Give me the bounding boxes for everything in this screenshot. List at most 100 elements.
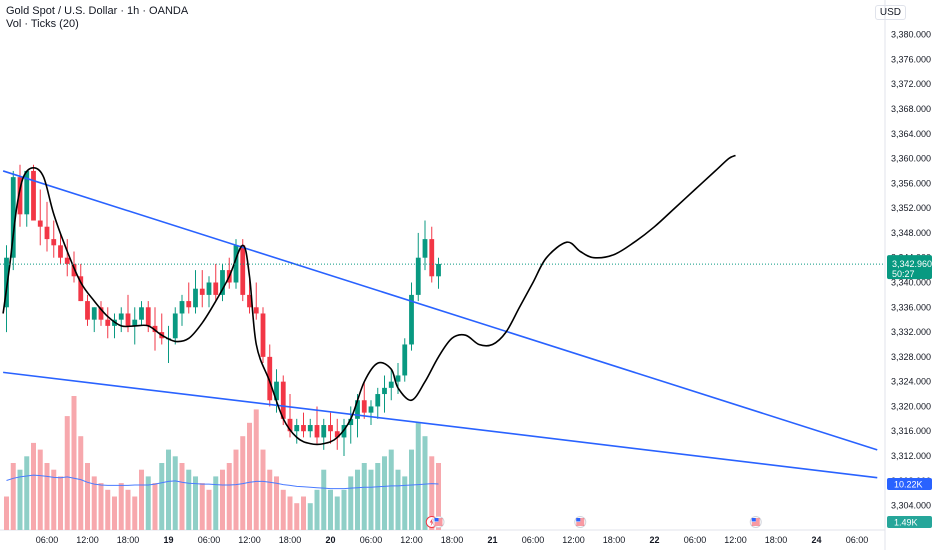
candle-body xyxy=(44,226,50,240)
volume-bar xyxy=(24,456,30,530)
volume-bar xyxy=(159,463,165,530)
time-axis[interactable]: 06:00 12:00 18:00 19 06:00 12:00 18:00 20 06:00 1… xyxy=(36,535,869,545)
volume-bar xyxy=(139,469,144,530)
price-tick-label: 3,320.000 xyxy=(891,401,931,411)
volume-bar xyxy=(348,476,354,530)
volume-ma-series xyxy=(6,474,439,490)
volume-bar xyxy=(98,483,104,530)
time-tick-label: 19 xyxy=(163,535,173,545)
event-markers[interactable] xyxy=(425,516,762,528)
bar-countdown-text: 50:27 xyxy=(892,269,915,279)
us-flag-stripe xyxy=(576,524,585,526)
candle-body xyxy=(314,425,320,438)
time-tick-label: 06:00 xyxy=(198,535,221,545)
price-tick-label: 3,372.000 xyxy=(891,79,931,89)
volume-bar xyxy=(145,476,151,530)
candle-body xyxy=(78,276,84,302)
volume-bars xyxy=(4,396,441,530)
volume-bar xyxy=(429,456,435,530)
time-tick-label: 22 xyxy=(649,535,659,545)
volume-bar xyxy=(10,463,16,530)
volume-bar xyxy=(321,469,327,530)
candle-body xyxy=(294,425,300,432)
candle-body xyxy=(395,375,401,382)
time-tick-label: 06:00 xyxy=(684,535,707,545)
us-flag-icon[interactable] xyxy=(432,516,445,528)
candle-body xyxy=(152,325,158,333)
candle-body xyxy=(206,282,212,295)
candle-body xyxy=(125,313,131,326)
volume-bar xyxy=(388,449,394,530)
volume-bar xyxy=(44,463,50,530)
candle-body xyxy=(328,425,333,432)
candle-body xyxy=(179,301,185,314)
candle-body xyxy=(280,381,286,419)
symbol-title[interactable]: Gold Spot / U.S. Dollar · 1h · OANDA xyxy=(6,5,189,17)
time-tick-label: 12:00 xyxy=(724,535,747,545)
volume-bar xyxy=(328,489,333,530)
us-flag-icon[interactable] xyxy=(574,516,587,528)
candle-body xyxy=(274,381,279,401)
volume-bar xyxy=(186,469,192,530)
volume-bar xyxy=(179,463,185,530)
price-tick-label: 3,332.000 xyxy=(891,327,931,337)
projected-path[interactable] xyxy=(2,154,736,446)
volume-bar xyxy=(415,422,421,530)
candle-body xyxy=(4,257,9,308)
volume-bar xyxy=(233,449,239,530)
candle-body xyxy=(51,239,57,246)
grid-lines xyxy=(0,0,886,550)
volume-bar xyxy=(368,469,374,530)
volume-bar xyxy=(409,449,414,530)
volume-text: 1.49K xyxy=(894,518,918,528)
volume-bar xyxy=(280,489,286,530)
candle-body xyxy=(375,394,381,407)
lightning-bolt xyxy=(429,518,434,526)
time-tick-label: 12:00 xyxy=(400,535,423,545)
candle-body xyxy=(355,400,360,419)
volume-bar xyxy=(206,489,212,530)
price-tick-label: 3,304.000 xyxy=(891,501,931,511)
time-tick-label: 06:00 xyxy=(522,535,545,545)
volume-bar xyxy=(152,483,158,530)
price-tick-label: 3,380.000 xyxy=(891,30,931,40)
volume-bar xyxy=(382,456,387,530)
candle-body xyxy=(301,425,306,432)
time-tick-label: 12:00 xyxy=(238,535,261,545)
volume-bar xyxy=(436,463,441,530)
us-flag-canton xyxy=(751,518,756,522)
us-flag-canton xyxy=(576,518,581,522)
price-tick-label: 3,328.000 xyxy=(891,352,931,362)
volume-bar xyxy=(307,503,313,530)
us-flag-stripe xyxy=(751,524,760,526)
candle-body xyxy=(307,425,313,432)
volume-indicator-label[interactable]: Vol · Ticks (20) xyxy=(6,18,79,30)
trendline xyxy=(3,371,878,479)
volume-bar xyxy=(64,416,70,530)
candle-body xyxy=(436,263,441,277)
candle-body xyxy=(247,294,252,308)
us-flag-icon[interactable] xyxy=(749,516,762,528)
volume-bar xyxy=(267,469,273,530)
price-tick-label: 3,352.000 xyxy=(891,203,931,213)
candle-body xyxy=(429,239,435,277)
volume-bar xyxy=(31,442,36,530)
candle-body xyxy=(85,301,90,320)
time-tick-label: 06:00 xyxy=(360,535,383,545)
volume-bar xyxy=(355,469,360,530)
volume-bar xyxy=(287,496,293,530)
current-price-text: 3,342.960 xyxy=(892,259,932,269)
volume-badge xyxy=(887,516,932,528)
currency-button[interactable]: USD xyxy=(874,5,906,20)
drawn-path-line xyxy=(2,154,736,446)
time-tick-label: 18:00 xyxy=(603,535,626,545)
volume-bar xyxy=(118,483,124,530)
volume-bar xyxy=(166,449,171,530)
trendlines[interactable] xyxy=(2,170,878,479)
price-tick-label: 3,348.000 xyxy=(891,228,931,238)
candle-body xyxy=(334,431,340,438)
candle-body xyxy=(58,245,63,258)
candle-body xyxy=(91,307,97,320)
